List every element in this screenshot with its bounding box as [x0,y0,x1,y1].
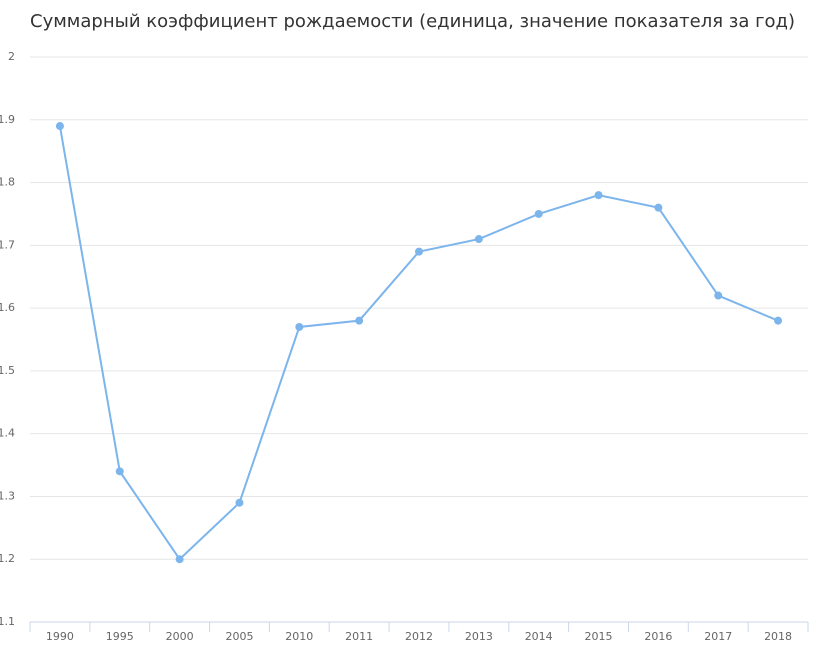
point [115,467,124,476]
x-tick-label: 2013 [465,630,493,643]
x-tick-label: 1995 [106,630,134,643]
y-tick-label: 1.8 [0,176,15,189]
x-tick-label: 2017 [704,630,732,643]
point [774,316,783,325]
point [175,555,184,564]
y-tick-label: 1.4 [0,427,15,440]
point [355,316,364,325]
point [415,247,423,256]
y-tick-label: 1.6 [0,301,15,314]
point [594,191,603,200]
y-tick-label: 1.3 [0,489,15,502]
x-tick-label: 2011 [345,630,373,643]
line [58,125,779,561]
x-tick-label: 2005 [225,630,253,643]
y-tick-label: 1.1 [0,615,15,628]
x-tick-label: 2015 [585,630,613,643]
x-tick-label: 2016 [644,630,672,643]
y-tick-label: 1.5 [0,364,15,377]
x-tick-label: 2012 [405,630,433,643]
y-tick-label: 2 [8,50,15,63]
point [714,291,723,300]
y-tick-label: 1.7 [0,238,15,251]
point [534,209,543,218]
x-tick-label: 2018 [764,630,792,643]
point [55,122,64,131]
x-tick-label: 2010 [285,630,313,643]
chart-title: Суммарный коэффициент рождаемости (едини… [30,11,795,32]
x-tick-label: 2014 [525,630,553,643]
y-tick-label: 1.9 [0,113,15,126]
x-tick-label: 2000 [166,630,194,643]
point [235,498,244,507]
point [474,235,483,244]
point [295,322,304,331]
point [654,203,663,212]
y-tick-label: 1.2 [0,552,15,565]
x-tick-label: 1990 [46,630,74,643]
